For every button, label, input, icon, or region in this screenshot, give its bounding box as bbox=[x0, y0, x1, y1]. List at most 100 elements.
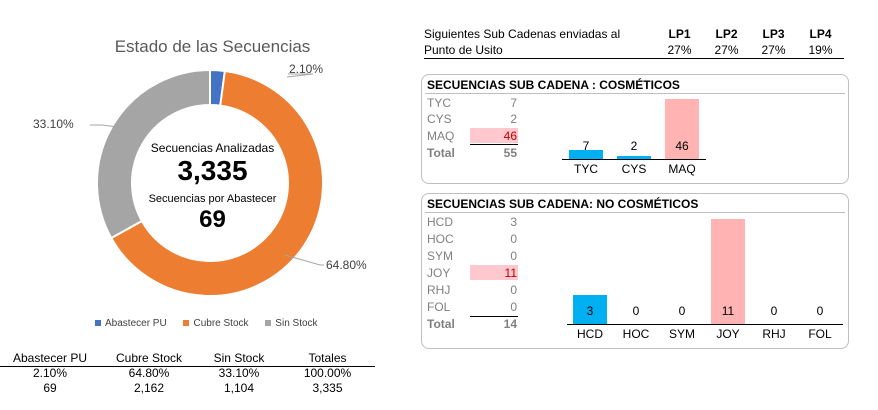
summary-header: Totales bbox=[308, 350, 347, 365]
bar-maq bbox=[665, 99, 699, 159]
category-label-cys: CYS bbox=[621, 162, 647, 176]
bar-axis bbox=[562, 159, 706, 160]
lp-value: 27% bbox=[761, 43, 786, 57]
row-label: FOL bbox=[427, 300, 451, 314]
summary-table: Abastecer PU Cubre Stock Sin Stock Total… bbox=[0, 350, 375, 395]
row-label: RHJ bbox=[427, 283, 451, 297]
total-value: 14 bbox=[503, 317, 517, 331]
panel-rule bbox=[425, 212, 845, 213]
category-label-fol: FOL bbox=[808, 327, 832, 341]
bar-tyc bbox=[569, 150, 603, 159]
bar-value-hoc: 0 bbox=[632, 304, 640, 318]
bar-chart-cosmeticos: 7 TYC 2 CYS 46 MAQ bbox=[562, 97, 710, 179]
category-label-sym: SYM bbox=[668, 327, 695, 341]
center-value-analizadas: 3,335 bbox=[177, 155, 248, 186]
center-label-abastecer: Secuencias por Abastecer bbox=[148, 193, 277, 205]
highlight-cell bbox=[470, 265, 518, 280]
lp-row-2: Punto de Usito 27% 27% 27% 19% bbox=[424, 42, 844, 59]
lp-label-line2: Punto de Usito bbox=[424, 43, 503, 57]
row-label: JOY bbox=[427, 266, 451, 280]
summary-cell: 64.80% bbox=[128, 365, 170, 380]
summary-cell: 33.10% bbox=[218, 365, 260, 380]
category-label-tyc: TYC bbox=[574, 162, 598, 176]
summary-header: Cubre Stock bbox=[115, 350, 183, 365]
total-value: 55 bbox=[503, 146, 517, 160]
row-value: 3 bbox=[510, 215, 517, 229]
panel-cosmeticos: SECUENCIAS SUB CADENA : COSMÉTICOS TYC 7… bbox=[421, 74, 849, 184]
slice-label-cubre: 64.80% bbox=[326, 258, 367, 272]
summary-count-row: 69 2,162 1,104 3,335 bbox=[0, 380, 375, 395]
summary-cell: 1,104 bbox=[223, 380, 255, 395]
highlight-cell bbox=[470, 128, 518, 143]
summary-header: Sin Stock bbox=[213, 350, 265, 365]
summary-pct-row: 2.10% 64.80% 33.10% 100.00% bbox=[0, 365, 375, 380]
lp-value: 19% bbox=[808, 43, 833, 57]
legend-item-abastecer: Abastecer PU bbox=[95, 318, 167, 329]
legend-label: Cubre Stock bbox=[193, 318, 249, 329]
legend-label: Abastecer PU bbox=[105, 318, 167, 329]
row-value: 7 bbox=[510, 96, 517, 110]
lp-label-line1: Siguientes Sub Cadenas enviadas al bbox=[424, 27, 621, 41]
lp-header: LP2 bbox=[715, 27, 738, 41]
lp-header: LP3 bbox=[762, 27, 785, 41]
category-label-hcd: HCD bbox=[577, 327, 603, 341]
summary-cell: 2,162 bbox=[133, 380, 165, 395]
bar-chart-no-cosmeticos: 3 HCD 0 HOC 0 SYM 11 JOY 0 RHJ 0 FOL bbox=[567, 216, 843, 344]
row-value: 46 bbox=[503, 129, 517, 143]
summary-divider bbox=[0, 366, 375, 367]
row-value: 0 bbox=[510, 283, 517, 297]
row-value: 0 bbox=[510, 300, 517, 314]
center-value-abastecer: 69 bbox=[199, 206, 226, 233]
bar-value-sym: 0 bbox=[678, 304, 686, 318]
summary-header-row: Abastecer PU Cubre Stock Sin Stock Total… bbox=[0, 350, 375, 365]
row-label: CYS bbox=[427, 112, 452, 126]
lp-value: 27% bbox=[714, 43, 739, 57]
bar-value-rhj: 0 bbox=[770, 304, 778, 318]
row-value: 11 bbox=[504, 266, 517, 280]
legend-label: Sin Stock bbox=[275, 318, 318, 329]
bar-value-fol: 0 bbox=[816, 304, 824, 318]
bar-axis bbox=[567, 324, 843, 325]
total-label: Total bbox=[427, 146, 455, 160]
legend-swatch bbox=[95, 320, 101, 327]
category-label-joy: JOY bbox=[716, 327, 740, 341]
center-label-analizadas: Secuencias Analizadas bbox=[150, 141, 275, 155]
bar-value-tyc: 7 bbox=[582, 139, 590, 153]
donut-legend: Abastecer PU Cubre Stock Sin Stock bbox=[95, 318, 332, 329]
category-label-hoc: HOC bbox=[622, 327, 650, 341]
leader-line bbox=[286, 73, 314, 78]
bar-joy bbox=[711, 219, 745, 324]
bar-value-maq: 46 bbox=[675, 139, 689, 153]
category-label-maq: MAQ bbox=[668, 162, 696, 176]
summary-header: Abastecer PU bbox=[12, 350, 88, 365]
summary-cell: 3,335 bbox=[312, 380, 343, 395]
legend-swatch bbox=[265, 320, 272, 327]
summary-cell: 2.10% bbox=[32, 365, 68, 380]
lp-value: 27% bbox=[667, 43, 692, 57]
total-rule bbox=[470, 144, 518, 145]
bar-cys bbox=[617, 156, 651, 159]
donut-slice-sin-stock bbox=[96, 68, 211, 240]
row-label: MAQ bbox=[427, 129, 455, 143]
summary-cell: 69 bbox=[43, 380, 57, 395]
donut-center: Secuencias Analizadas 3,335 Secuencias p… bbox=[130, 141, 295, 232]
row-value: 0 bbox=[510, 232, 517, 246]
lp-header: LP4 bbox=[809, 27, 832, 41]
lp-row-1: Siguientes Sub Cadenas enviadas al LP1 L… bbox=[424, 26, 844, 42]
panel-title: SECUENCIAS SUB CADENA: NO COSMÉTICOS bbox=[427, 197, 699, 211]
row-label: TYC bbox=[427, 96, 451, 110]
row-value: 0 bbox=[510, 249, 517, 263]
legend-item-sin: Sin Stock bbox=[265, 318, 318, 329]
row-label: HOC bbox=[427, 232, 454, 246]
legend-swatch bbox=[183, 320, 190, 327]
bar-value-cys: 2 bbox=[630, 139, 638, 153]
legend-item-cubre: Cubre Stock bbox=[183, 318, 249, 329]
donut-slice-cubre-stock bbox=[109, 69, 324, 297]
row-value: 2 bbox=[510, 112, 517, 126]
summary-cell: 100.00% bbox=[303, 365, 352, 380]
panel-no-cosmeticos: SECUENCIAS SUB CADENA: NO COSMÉTICOS HCD… bbox=[421, 193, 849, 349]
bar-value-joy: 11 bbox=[721, 304, 735, 318]
leader-line bbox=[90, 124, 126, 129]
panel-title: SECUENCIAS SUB CADENA : COSMÉTICOS bbox=[427, 78, 680, 92]
bar-value-hcd: 3 bbox=[586, 304, 594, 318]
